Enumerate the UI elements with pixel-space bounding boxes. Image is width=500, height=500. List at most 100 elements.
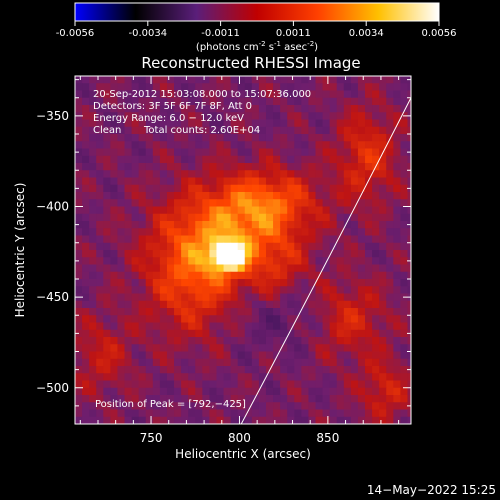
image-pixel bbox=[273, 416, 281, 424]
image-pixel bbox=[308, 279, 317, 287]
image-pixel bbox=[152, 402, 161, 411]
image-pixel bbox=[230, 286, 239, 295]
image-pixel bbox=[166, 373, 175, 382]
image-pixel bbox=[145, 402, 154, 411]
image-pixel bbox=[372, 293, 380, 302]
image-pixel bbox=[103, 337, 111, 345]
image-pixel bbox=[237, 329, 246, 338]
image-pixel bbox=[159, 279, 168, 287]
image-pixel bbox=[166, 206, 175, 215]
image-pixel bbox=[237, 416, 246, 424]
image-pixel bbox=[195, 351, 203, 360]
image-pixel bbox=[329, 242, 338, 251]
image-pixel bbox=[415, 141, 423, 149]
image-pixel bbox=[308, 395, 317, 403]
image-pixel bbox=[145, 329, 154, 338]
image-pixel bbox=[216, 170, 225, 179]
image-pixel bbox=[244, 402, 253, 411]
image-pixel bbox=[294, 293, 302, 302]
image-pixel bbox=[400, 83, 409, 92]
image-pixel bbox=[336, 373, 345, 382]
image-pixel bbox=[110, 279, 119, 287]
image-pixel bbox=[280, 83, 288, 92]
image-pixel bbox=[223, 126, 232, 135]
image-pixel bbox=[237, 264, 246, 273]
image-pixel bbox=[124, 373, 133, 382]
image-pixel bbox=[82, 250, 90, 258]
image-pixel bbox=[195, 395, 203, 403]
image-pixel bbox=[322, 134, 331, 142]
image-pixel bbox=[145, 76, 154, 84]
image-pixel bbox=[273, 213, 281, 222]
image-pixel bbox=[379, 192, 387, 200]
image-pixel bbox=[294, 300, 302, 309]
image-pixel bbox=[393, 155, 401, 164]
image-pixel bbox=[181, 192, 189, 200]
image-pixel bbox=[82, 105, 90, 113]
image-pixel bbox=[89, 257, 97, 266]
image-pixel bbox=[372, 366, 380, 374]
image-pixel bbox=[181, 315, 189, 324]
image-pixel bbox=[336, 293, 345, 302]
image-pixel bbox=[166, 250, 175, 258]
image-pixel bbox=[188, 279, 196, 287]
image-pixel bbox=[96, 322, 104, 331]
image-pixel bbox=[174, 155, 182, 164]
annotation-peak-position: Position of Peak = [792,−425] bbox=[95, 399, 246, 410]
image-pixel bbox=[174, 337, 182, 345]
image-pixel bbox=[145, 308, 154, 316]
image-pixel bbox=[223, 293, 232, 302]
image-pixel bbox=[159, 228, 168, 237]
image-pixel bbox=[393, 105, 401, 113]
image-pixel bbox=[379, 170, 387, 179]
image-pixel bbox=[386, 228, 394, 237]
image-pixel bbox=[237, 250, 246, 258]
image-pixel bbox=[209, 177, 218, 186]
image-pixel bbox=[223, 76, 232, 84]
image-pixel bbox=[166, 177, 175, 186]
image-pixel bbox=[407, 192, 411, 200]
image-pixel bbox=[308, 380, 317, 389]
image-pixel bbox=[202, 257, 210, 266]
image-pixel bbox=[244, 148, 253, 157]
image-pixel bbox=[237, 76, 246, 84]
image-pixel bbox=[322, 206, 331, 215]
image-pixel bbox=[223, 242, 232, 251]
image-pixel bbox=[244, 300, 253, 309]
image-pixel bbox=[393, 424, 401, 432]
image-pixel bbox=[174, 264, 182, 273]
image-pixel bbox=[329, 76, 338, 84]
image-pixel bbox=[287, 402, 295, 411]
image-pixel bbox=[287, 395, 295, 403]
image-pixel bbox=[315, 279, 324, 287]
image-pixel bbox=[152, 83, 161, 92]
image-pixel bbox=[336, 83, 345, 92]
image-pixel bbox=[372, 213, 380, 222]
image-pixel bbox=[287, 213, 295, 222]
image-pixel bbox=[280, 112, 288, 121]
image-pixel bbox=[82, 337, 90, 345]
image-pixel bbox=[365, 358, 373, 367]
image-pixel bbox=[96, 308, 104, 316]
image-pixel bbox=[287, 257, 295, 266]
image-pixel bbox=[181, 199, 189, 208]
image-pixel bbox=[145, 366, 154, 374]
image-pixel bbox=[202, 358, 210, 367]
image-pixel bbox=[145, 126, 154, 135]
image-pixel bbox=[294, 402, 302, 411]
image-pixel bbox=[152, 416, 161, 424]
image-pixel bbox=[117, 192, 126, 200]
image-pixel bbox=[350, 228, 359, 237]
image-pixel bbox=[181, 213, 189, 222]
image-pixel bbox=[216, 221, 225, 229]
image-pixel bbox=[174, 322, 182, 331]
image-pixel bbox=[202, 112, 210, 121]
colorbar-tick-label: -0.0056 bbox=[56, 28, 95, 39]
image-pixel bbox=[357, 90, 366, 99]
image-pixel bbox=[372, 337, 380, 345]
image-pixel bbox=[315, 105, 324, 113]
image-pixel bbox=[280, 221, 288, 229]
image-pixel bbox=[202, 250, 210, 258]
image-pixel bbox=[251, 286, 260, 295]
image-pixel bbox=[315, 242, 324, 251]
